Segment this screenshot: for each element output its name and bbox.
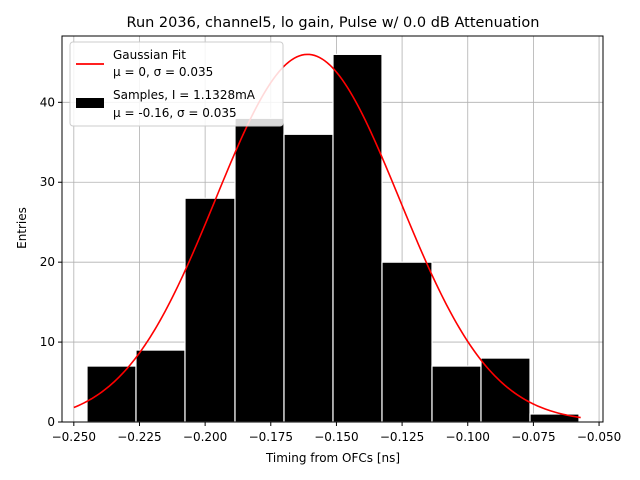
chart-title: Run 2036, channel5, lo gain, Pulse w/ 0.…: [127, 15, 540, 31]
histogram-bars: [86, 53, 580, 423]
histogram-bar: [381, 261, 433, 423]
y-tick-label: 40: [40, 95, 55, 109]
y-axis-label: Entries: [15, 207, 29, 249]
legend-fit-label: Gaussian Fit: [113, 48, 186, 62]
x-tick-label: −0.225: [117, 430, 161, 444]
plot-frame: [61, 35, 604, 423]
x-tick-label: −0.200: [183, 430, 227, 444]
y-tick-label: 0: [47, 415, 55, 429]
legend-samples-swatch: [76, 98, 104, 108]
fit-curve-layer: [73, 53, 581, 419]
y-tick-label: 20: [40, 255, 55, 269]
histogram-bar: [86, 365, 137, 423]
histogram-bar: [529, 413, 580, 423]
legend-samples-params: μ = -0.16, σ = 0.035: [113, 106, 237, 120]
legend-fit-params: μ = 0, σ = 0.035: [113, 65, 213, 79]
y-tick-label: 30: [40, 175, 55, 189]
x-tick-label: −0.075: [511, 430, 555, 444]
histogram-bar: [480, 357, 531, 423]
x-axis-label: Timing from OFCs [ns]: [265, 451, 400, 465]
histogram-bar: [234, 117, 285, 423]
histogram-bar: [332, 53, 383, 423]
x-tick-label: −0.125: [380, 430, 424, 444]
histogram-bar: [184, 197, 236, 423]
x-tick-label: −0.150: [314, 430, 358, 444]
histogram-bar: [431, 365, 482, 423]
histogram-bar: [135, 349, 186, 423]
x-tick-label: −0.175: [249, 430, 293, 444]
x-tick-label: −0.250: [52, 430, 96, 444]
x-axis-ticks: −0.250 −0.225 −0.200 −0.175 −0.150 −0.125 −0.1…: [52, 422, 621, 444]
y-tick-label: 10: [40, 335, 55, 349]
gaussian-fit-curve: [73, 53, 581, 419]
y-axis-ticks: 0 10 20 30 40: [40, 95, 62, 429]
x-tick-label: −0.050: [577, 430, 621, 444]
legend-box: [69, 41, 284, 127]
histogram-bar: [283, 133, 334, 423]
legend: Gaussian Fit μ = 0, σ = 0.035 Samples, I…: [69, 41, 284, 127]
x-tick-label: −0.100: [446, 430, 490, 444]
legend-samples-label: Samples, I = 1.1328mA: [113, 88, 256, 102]
axes-frame: [61, 35, 604, 423]
